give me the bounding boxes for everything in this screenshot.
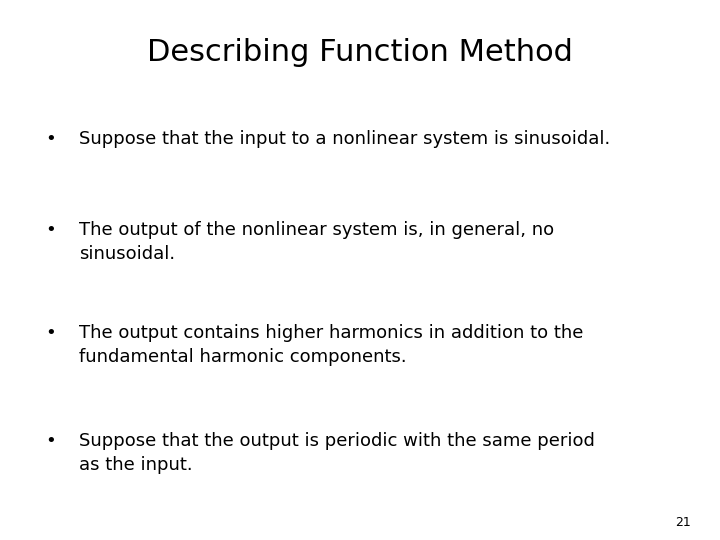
Text: •: • [45, 324, 55, 342]
Text: Describing Function Method: Describing Function Method [147, 38, 573, 67]
Text: Suppose that the input to a nonlinear system is sinusoidal.: Suppose that the input to a nonlinear sy… [79, 130, 611, 147]
Text: 21: 21 [675, 516, 691, 529]
Text: •: • [45, 130, 55, 147]
Text: •: • [45, 432, 55, 450]
Text: The output of the nonlinear system is, in general, no
sinusoidal.: The output of the nonlinear system is, i… [79, 221, 554, 263]
Text: Suppose that the output is periodic with the same period
as the input.: Suppose that the output is periodic with… [79, 432, 595, 474]
Text: •: • [45, 221, 55, 239]
Text: The output contains higher harmonics in addition to the
fundamental harmonic com: The output contains higher harmonics in … [79, 324, 584, 366]
